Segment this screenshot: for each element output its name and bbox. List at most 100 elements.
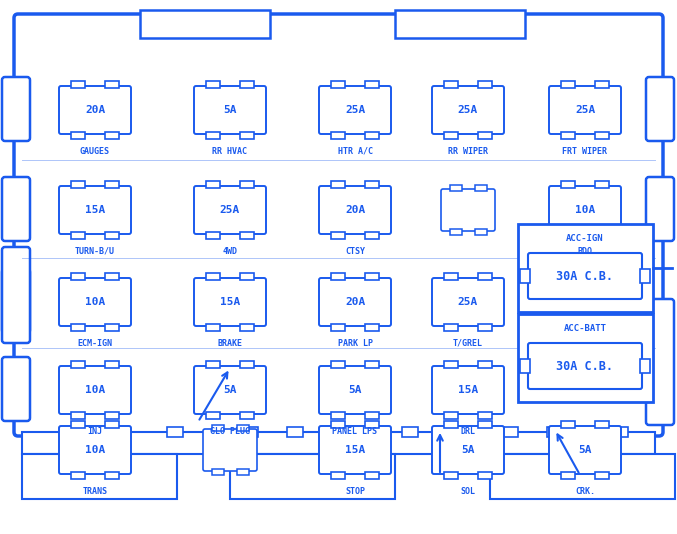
Bar <box>444 132 458 139</box>
Bar <box>640 359 650 373</box>
Text: RR WIPER: RR WIPER <box>448 147 488 156</box>
Bar <box>331 81 345 88</box>
Bar <box>105 181 119 188</box>
Bar <box>365 132 379 139</box>
Text: 25A: 25A <box>345 105 365 115</box>
FancyBboxPatch shape <box>432 278 504 326</box>
Bar <box>240 232 254 239</box>
Bar <box>402 427 418 437</box>
FancyBboxPatch shape <box>432 366 504 414</box>
Bar <box>475 185 487 191</box>
Bar <box>365 81 379 88</box>
Bar <box>105 421 119 428</box>
FancyBboxPatch shape <box>646 77 674 141</box>
Text: 15A: 15A <box>458 385 478 395</box>
Bar <box>490 454 675 499</box>
Bar <box>595 421 609 428</box>
Bar <box>240 81 254 88</box>
Bar <box>140 10 270 38</box>
Text: PANEL LPS: PANEL LPS <box>332 427 378 436</box>
FancyBboxPatch shape <box>203 429 257 471</box>
Bar <box>71 232 85 239</box>
Bar <box>475 229 487 235</box>
Text: TURN-B/U: TURN-B/U <box>75 247 115 256</box>
FancyBboxPatch shape <box>2 357 30 421</box>
Text: 5A: 5A <box>578 445 592 455</box>
Bar <box>331 232 345 239</box>
Bar <box>395 10 525 38</box>
Text: GAUGES: GAUGES <box>80 147 110 156</box>
FancyBboxPatch shape <box>528 253 642 299</box>
Bar <box>478 412 492 419</box>
Text: 5A: 5A <box>223 105 237 115</box>
Bar <box>206 81 220 88</box>
Bar <box>211 469 223 475</box>
Text: 20A: 20A <box>345 205 365 215</box>
Bar <box>365 324 379 331</box>
Bar <box>206 273 220 280</box>
Bar <box>331 273 345 280</box>
Bar <box>478 132 492 139</box>
Bar <box>444 324 458 331</box>
Bar <box>71 324 85 331</box>
Bar <box>365 361 379 368</box>
Bar <box>612 427 628 437</box>
Bar <box>478 273 492 280</box>
FancyBboxPatch shape <box>441 189 495 231</box>
Text: 20A: 20A <box>85 105 105 115</box>
Bar <box>561 132 575 139</box>
Bar <box>577 427 593 437</box>
FancyBboxPatch shape <box>194 366 266 414</box>
Bar <box>331 132 345 139</box>
Text: 4WD: 4WD <box>223 247 238 256</box>
Text: 15A: 15A <box>85 205 105 215</box>
Bar <box>240 361 254 368</box>
Bar <box>230 454 395 499</box>
Bar <box>331 412 345 419</box>
Text: 5A: 5A <box>461 445 475 455</box>
Text: T/GREL: T/GREL <box>453 339 483 348</box>
Bar <box>71 361 85 368</box>
Bar <box>331 361 345 368</box>
Text: 15A: 15A <box>220 297 240 307</box>
Text: 30A C.B.: 30A C.B. <box>556 359 613 373</box>
FancyBboxPatch shape <box>319 186 391 234</box>
FancyBboxPatch shape <box>2 77 30 141</box>
FancyBboxPatch shape <box>14 14 663 436</box>
Text: 10A: 10A <box>85 385 105 395</box>
Bar <box>478 324 492 331</box>
Bar <box>502 427 518 437</box>
Bar <box>331 181 345 188</box>
Bar <box>595 232 609 239</box>
Bar <box>352 427 368 437</box>
Bar <box>365 273 379 280</box>
Bar <box>561 81 575 88</box>
FancyBboxPatch shape <box>549 426 621 474</box>
Bar <box>242 427 258 437</box>
FancyBboxPatch shape <box>2 177 30 241</box>
Bar <box>595 181 609 188</box>
Bar <box>444 361 458 368</box>
Text: 5A: 5A <box>348 385 362 395</box>
FancyBboxPatch shape <box>194 278 266 326</box>
Text: 5A: 5A <box>223 385 237 395</box>
Text: STOP: STOP <box>345 487 365 496</box>
Text: ECM-IGN: ECM-IGN <box>77 339 112 348</box>
Bar <box>22 432 655 454</box>
FancyBboxPatch shape <box>59 278 131 326</box>
Bar <box>236 469 248 475</box>
Bar <box>206 181 220 188</box>
Bar <box>365 412 379 419</box>
Bar <box>71 132 85 139</box>
Bar <box>240 132 254 139</box>
Text: 25A: 25A <box>575 105 595 115</box>
Text: HTR A/C: HTR A/C <box>338 147 372 156</box>
Text: PARK LP: PARK LP <box>338 339 372 348</box>
Bar <box>206 412 220 419</box>
Text: GLO PLUG: GLO PLUG <box>210 427 250 436</box>
Bar <box>561 232 575 239</box>
FancyBboxPatch shape <box>319 366 391 414</box>
Bar <box>444 273 458 280</box>
Bar <box>71 181 85 188</box>
FancyBboxPatch shape <box>59 426 131 474</box>
